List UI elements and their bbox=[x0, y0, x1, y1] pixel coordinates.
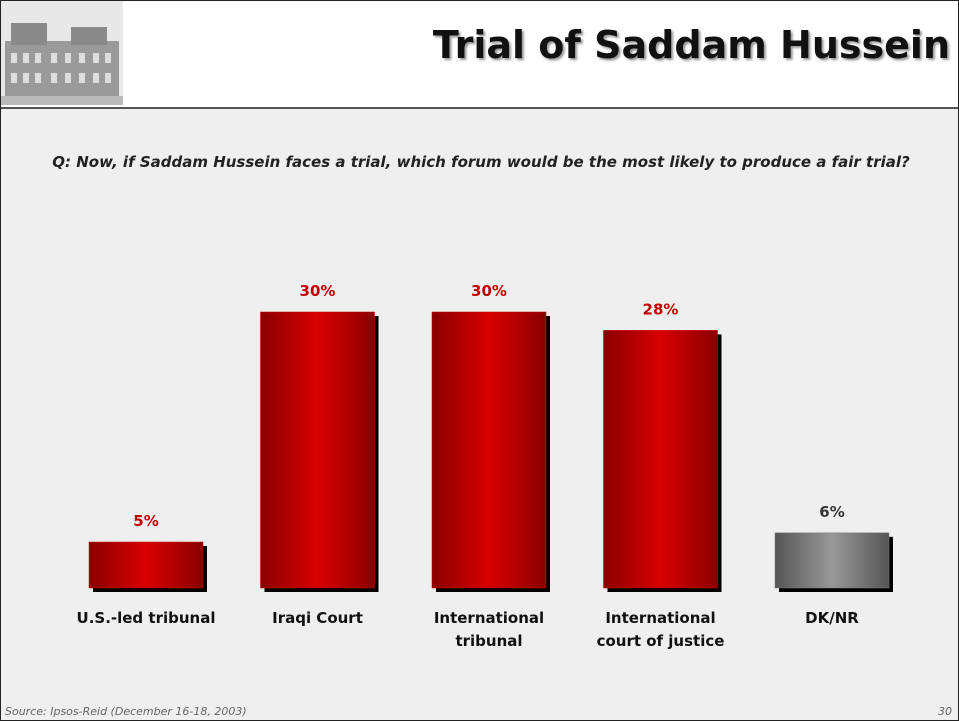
question: Q: Now, if Saddam Hussein faces a trial,… bbox=[52, 153, 910, 171]
value-label: 6% bbox=[819, 503, 844, 521]
category-label: International court of justice bbox=[596, 609, 725, 650]
value-label: 5% bbox=[133, 512, 158, 530]
building-photo bbox=[1, 1, 123, 105]
bar bbox=[603, 330, 718, 589]
bar bbox=[774, 532, 890, 589]
source: Source: Ipsos-Reid (December 16-18, 2003… bbox=[5, 705, 247, 718]
title: Trial of Saddam Hussein bbox=[432, 23, 950, 67]
value-label: 28% bbox=[643, 300, 679, 318]
category-label: Iraqi Court bbox=[272, 609, 363, 627]
bar bbox=[431, 311, 547, 589]
category-label: DK/NR bbox=[805, 609, 859, 627]
page-number: 30 bbox=[938, 705, 952, 718]
category-label: International tribunal bbox=[433, 609, 545, 650]
value-label: 30% bbox=[300, 282, 336, 300]
header: Trial of Saddam Hussein bbox=[1, 1, 958, 109]
bar bbox=[88, 541, 204, 589]
category-label: U.S.-led tribunal bbox=[76, 609, 216, 627]
value-label: 30% bbox=[471, 282, 507, 300]
bar bbox=[260, 311, 375, 589]
